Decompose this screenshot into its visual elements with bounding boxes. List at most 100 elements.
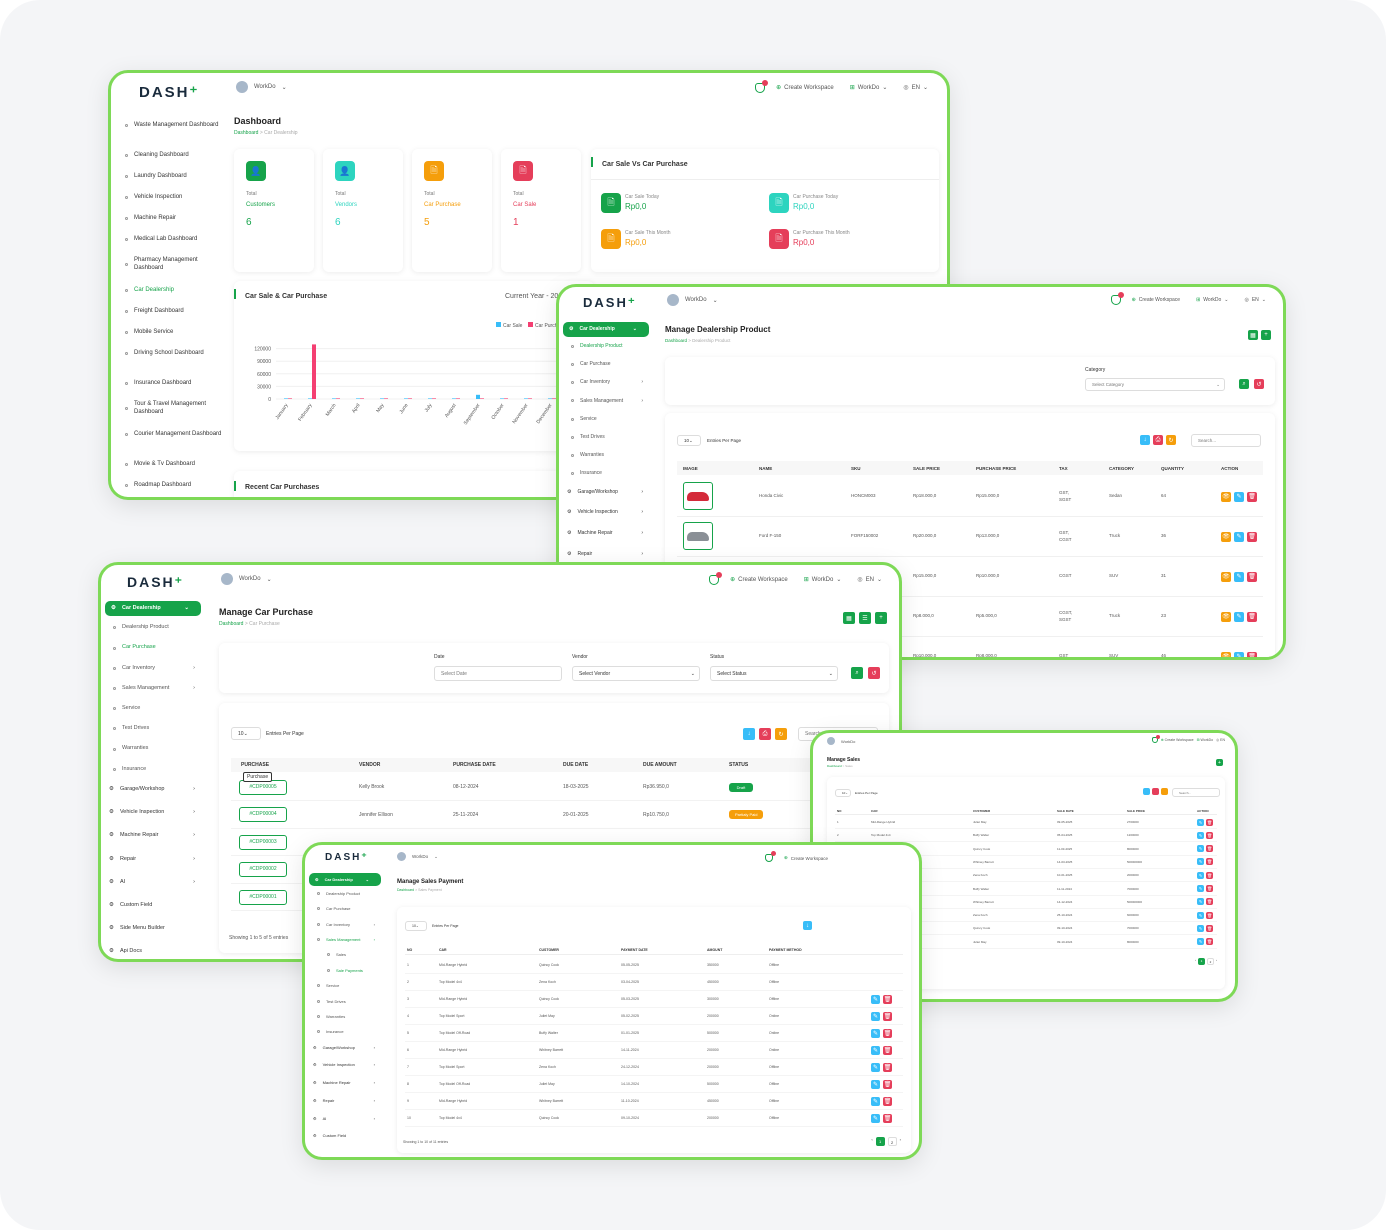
sidebar-item-custom-field[interactable]: ⚙ Custom Field bbox=[105, 902, 201, 909]
refresh-icon[interactable]: ↻ bbox=[1166, 435, 1176, 445]
notification-bell-icon[interactable] bbox=[755, 79, 769, 93]
workspace-switcher[interactable]: WorkDo ⌄ bbox=[667, 294, 718, 306]
sidebar-item-garage-workshop[interactable]: ⚙ Garage/Workshop › bbox=[105, 786, 201, 793]
sidebar-item-sales[interactable]: Sales bbox=[309, 952, 381, 957]
sidebar-item-sales-management[interactable]: Sales Management › bbox=[563, 398, 649, 405]
delete-icon[interactable]: 🗑 bbox=[1247, 571, 1257, 582]
page-button[interactable]: 2 bbox=[1207, 958, 1214, 965]
delete-icon[interactable]: 🗑 bbox=[1206, 938, 1213, 946]
legend-label[interactable]: Car Sale bbox=[503, 323, 523, 329]
delete-icon[interactable]: 🗑 bbox=[1206, 924, 1213, 932]
edit-icon[interactable]: ✎ bbox=[1234, 491, 1244, 502]
sidebar-item-cleaning-dashboard[interactable]: Cleaning Dashboard bbox=[125, 151, 225, 159]
reset-button[interactable]: ↺ bbox=[868, 667, 880, 679]
download-icon[interactable]: ↓ bbox=[1140, 435, 1150, 445]
delete-icon[interactable]: 🗑 bbox=[883, 1028, 892, 1038]
sidebar-item-car-inventory[interactable]: Car Inventory › bbox=[563, 379, 649, 386]
bar-car-sale-april[interactable] bbox=[356, 398, 360, 399]
reset-button[interactable]: ↺ bbox=[1254, 379, 1264, 389]
column-header[interactable]: DUE AMOUNT bbox=[643, 762, 677, 768]
sidebar-item-vehicle-inspection[interactable]: Vehicle Inspection bbox=[125, 193, 225, 201]
edit-icon[interactable]: ✎ bbox=[1234, 571, 1244, 582]
sidebar-item-tour-travel-management-dashboard[interactable]: Tour & Travel Management Dashboard bbox=[125, 400, 225, 416]
entries-select[interactable]: 10 ⌄ bbox=[405, 921, 427, 931]
edit-icon[interactable]: ✎ bbox=[1197, 831, 1204, 839]
view-icon[interactable]: 👁 bbox=[1221, 571, 1231, 582]
column-header[interactable]: NO bbox=[407, 947, 413, 952]
column-header[interactable]: CATEGORY bbox=[1109, 465, 1135, 471]
delete-icon[interactable]: 🗑 bbox=[1206, 898, 1213, 906]
sidebar-item-sales-management[interactable]: Sales Management › bbox=[309, 937, 381, 942]
download-icon[interactable] bbox=[1143, 788, 1150, 795]
bar-car-purchase-january[interactable] bbox=[288, 398, 292, 399]
column-header[interactable]: CAR bbox=[871, 808, 878, 813]
bar-car-purchase-december[interactable] bbox=[552, 398, 556, 399]
edit-icon[interactable]: ✎ bbox=[871, 1079, 880, 1089]
edit-icon[interactable]: ✎ bbox=[1197, 871, 1204, 879]
bar-car-sale-november[interactable] bbox=[524, 398, 528, 399]
column-header[interactable]: CUSTOMER bbox=[539, 947, 559, 952]
workspace-menu[interactable]: ⊞ WorkDo ⌄ bbox=[1196, 297, 1229, 303]
sidebar-item-custom-field[interactable]: ⚙ Custom Field bbox=[309, 1133, 381, 1138]
view-icon[interactable]: 👁 bbox=[1221, 651, 1231, 657]
edit-icon[interactable]: ✎ bbox=[1197, 885, 1204, 892]
grid-view-button[interactable]: ▦ bbox=[1248, 330, 1258, 340]
sidebar-item-garage-workshop[interactable]: ⚙ Garage/Workshop › bbox=[309, 1045, 381, 1050]
sidebar-item-car-dealership[interactable]: ⚙ Car Dealership ⌄ bbox=[309, 873, 381, 887]
column-header[interactable]: CUSTOMER bbox=[973, 808, 991, 813]
sidebar-item-vehicle-inspection[interactable]: ⚙ Vehicle Inspection › bbox=[309, 1062, 381, 1067]
bar-car-purchase-july[interactable] bbox=[432, 398, 436, 399]
delete-icon[interactable]: 🗑 bbox=[883, 1045, 892, 1055]
car-thumbnail[interactable] bbox=[683, 482, 713, 510]
create-workspace-button[interactable]: ⊕ Create Workspace bbox=[730, 576, 788, 584]
notification-bell-icon[interactable] bbox=[1110, 292, 1124, 305]
refresh-icon[interactable] bbox=[1161, 788, 1168, 795]
sidebar-item-service[interactable]: Service bbox=[309, 983, 381, 988]
sidebar-item-service[interactable]: Service bbox=[563, 416, 649, 423]
column-header[interactable]: PURCHASE bbox=[241, 762, 270, 768]
bar-car-purchase-june[interactable] bbox=[408, 398, 412, 399]
delete-icon[interactable]: 🗑 bbox=[883, 1096, 892, 1106]
workspace-menu[interactable]: ⊞ WorkDo ⌄ bbox=[803, 576, 842, 584]
sidebar-item-car-dealership[interactable]: ⚙ Car Dealership ⌄ bbox=[105, 601, 201, 617]
edit-icon[interactable]: ✎ bbox=[871, 1011, 880, 1021]
next-page-button[interactable]: › bbox=[899, 1137, 901, 1142]
bar-car-sale-august[interactable] bbox=[452, 398, 456, 399]
sidebar-item-car-inventory[interactable]: Car Inventory › bbox=[309, 922, 381, 927]
brand-logo[interactable]: DASH⁺ bbox=[325, 852, 369, 863]
bar-car-purchase-november[interactable] bbox=[528, 398, 532, 399]
edit-icon[interactable]: ✎ bbox=[1197, 858, 1204, 866]
delete-icon[interactable]: 🗑 bbox=[1206, 871, 1213, 879]
bar-car-sale-september[interactable] bbox=[476, 394, 480, 399]
next-page-button[interactable]: › bbox=[1216, 958, 1217, 962]
prev-page-button[interactable]: ‹ bbox=[1195, 958, 1196, 962]
sidebar-item-repair[interactable]: ⚙ Repair › bbox=[309, 1098, 381, 1103]
refresh-icon[interactable]: ↻ bbox=[775, 728, 787, 740]
column-header[interactable]: TAX bbox=[1059, 465, 1068, 471]
sidebar-item-side-menu-builder[interactable]: ⚙ Side Menu Builder bbox=[105, 925, 201, 932]
column-header[interactable]: SALE PRICE bbox=[1127, 808, 1146, 813]
sidebar-item-sale-payments[interactable]: Sale Payments bbox=[309, 968, 381, 973]
bar-car-purchase-april[interactable] bbox=[360, 398, 364, 399]
sidebar-item-dealership-product[interactable]: Dealership Product bbox=[105, 624, 201, 631]
sidebar-item-test-drives[interactable]: Test Drives bbox=[563, 434, 649, 441]
search-input[interactable]: Search... bbox=[1191, 434, 1261, 447]
column-header[interactable]: NO bbox=[837, 808, 842, 813]
sidebar-item-vehicle-inspection[interactable]: ⚙ Vehicle Inspection › bbox=[105, 809, 201, 816]
workspace-switcher[interactable]: WorkDo bbox=[827, 737, 855, 745]
column-header[interactable]: ACTION bbox=[1197, 808, 1209, 813]
workspace-switcher[interactable]: WorkDo ⌄ bbox=[236, 81, 287, 93]
sidebar-item-vehicle-inspection[interactable]: ⚙ Vehicle Inspection › bbox=[563, 509, 649, 516]
sidebar-item-courier-management-dashboard[interactable]: Courier Management Dashboard bbox=[125, 430, 225, 438]
sidebar-item-car-dealership[interactable]: Car Dealership bbox=[125, 286, 225, 294]
column-header[interactable]: PURCHASE PRICE bbox=[976, 465, 1017, 471]
sidebar-item-warranties[interactable]: Warranties bbox=[105, 745, 201, 752]
sidebar-item-insurance[interactable]: Insurance bbox=[105, 766, 201, 773]
sidebar-item-machine-repair[interactable]: ⚙ Machine Repair › bbox=[105, 832, 201, 839]
delete-icon[interactable]: 🗑 bbox=[1247, 651, 1257, 657]
sidebar-item-dealership-product[interactable]: Dealership Product bbox=[309, 891, 381, 896]
sidebar-item-api-docs[interactable]: ⚙ Api Docs bbox=[105, 948, 201, 955]
edit-icon[interactable]: ✎ bbox=[1234, 651, 1244, 657]
edit-icon[interactable]: ✎ bbox=[871, 1062, 880, 1072]
sidebar-item-roadmap-dashboard[interactable]: Roadmap Dashboard bbox=[125, 481, 225, 489]
